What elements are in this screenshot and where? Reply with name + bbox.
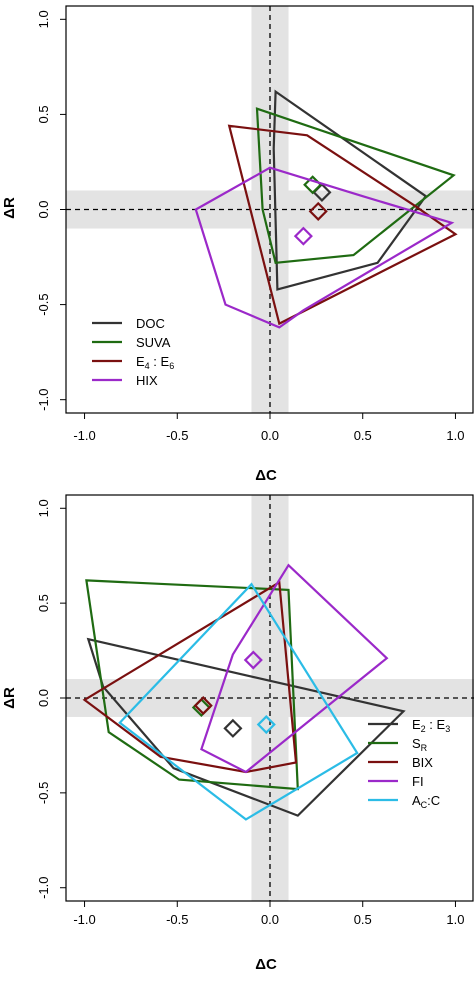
legend: E2 : E3 SR BIX FI AC:C [368,717,450,810]
hull-doc [272,89,428,291]
x-tick-label: 0.0 [261,428,279,443]
centroid-hix [293,226,313,246]
hull-e2-e3 [86,637,406,817]
hull-bix [82,580,298,774]
x-tick-label: -1.0 [73,912,95,927]
y-tick-label: 0.5 [36,105,51,123]
y-tick-label: 0.0 [36,689,51,707]
chart-top: -1.0 -0.5 0.0 0.5 1.0 -1.0 -0.5 0.0 0.5 1.0 ΔC ΔR DO… [1,5,474,484]
centroid-e4-e6 [308,201,328,221]
legend-label-ac-c: AC:C [412,793,440,810]
legend-label-doc: DOC [136,316,165,331]
legend-label-fi: FI [412,774,424,789]
legend-label-suva: SUVA [136,335,171,350]
hull-ac-c [118,582,359,821]
x-tick-label: 1.0 [446,428,464,443]
legend-label-bix: BIX [412,755,433,770]
plot-area [66,495,474,901]
y-tick-label: -0.5 [36,782,51,804]
y-tick-label: 1.0 [36,499,51,517]
y-tick-label: 1.0 [36,10,51,28]
centroid-e2-e3 [223,718,243,738]
y-tick-label: 0.0 [36,200,51,218]
plot-area [66,6,474,413]
y-tick-label: -1.0 [36,877,51,899]
y-axis-title: ΔR [1,687,18,709]
y-tick-label: -0.5 [36,293,51,315]
legend-label-e2-e3: E2 : E3 [412,717,450,734]
x-tick-label: -0.5 [166,912,188,927]
centroid-ac-c [256,715,276,735]
x-tick-label: 0.0 [261,912,279,927]
y-tick-label: -1.0 [36,388,51,410]
hull-e4-e6 [227,124,458,326]
hull-suva [255,107,456,264]
legend-label-sr: SR [412,736,428,753]
x-tick-label: 1.0 [446,912,464,927]
x-tick-label: -0.5 [166,428,188,443]
x-tick-label: -1.0 [73,428,95,443]
x-axis-title: ΔC [255,956,277,973]
hull-fi [200,563,389,774]
chart-bottom: -1.0 -0.5 0.0 0.5 1.0 -1.0 -0.5 0.0 0.5 1.0 ΔC ΔR E2… [1,494,474,973]
y-tick-label: 0.5 [36,594,51,612]
x-tick-label: 0.5 [354,428,372,443]
centroid-fi [243,650,263,670]
y-axis-title: ΔR [1,197,18,219]
x-tick-label: 0.5 [354,912,372,927]
centroid-bix [193,696,213,716]
x-axis-title: ΔC [255,467,277,484]
legend: DOC SUVA E4 : E6 HIX [92,316,174,388]
legend-label-e4-e6: E4 : E6 [136,354,174,371]
legend-label-hix: HIX [136,373,158,388]
hull-hix [194,166,455,329]
